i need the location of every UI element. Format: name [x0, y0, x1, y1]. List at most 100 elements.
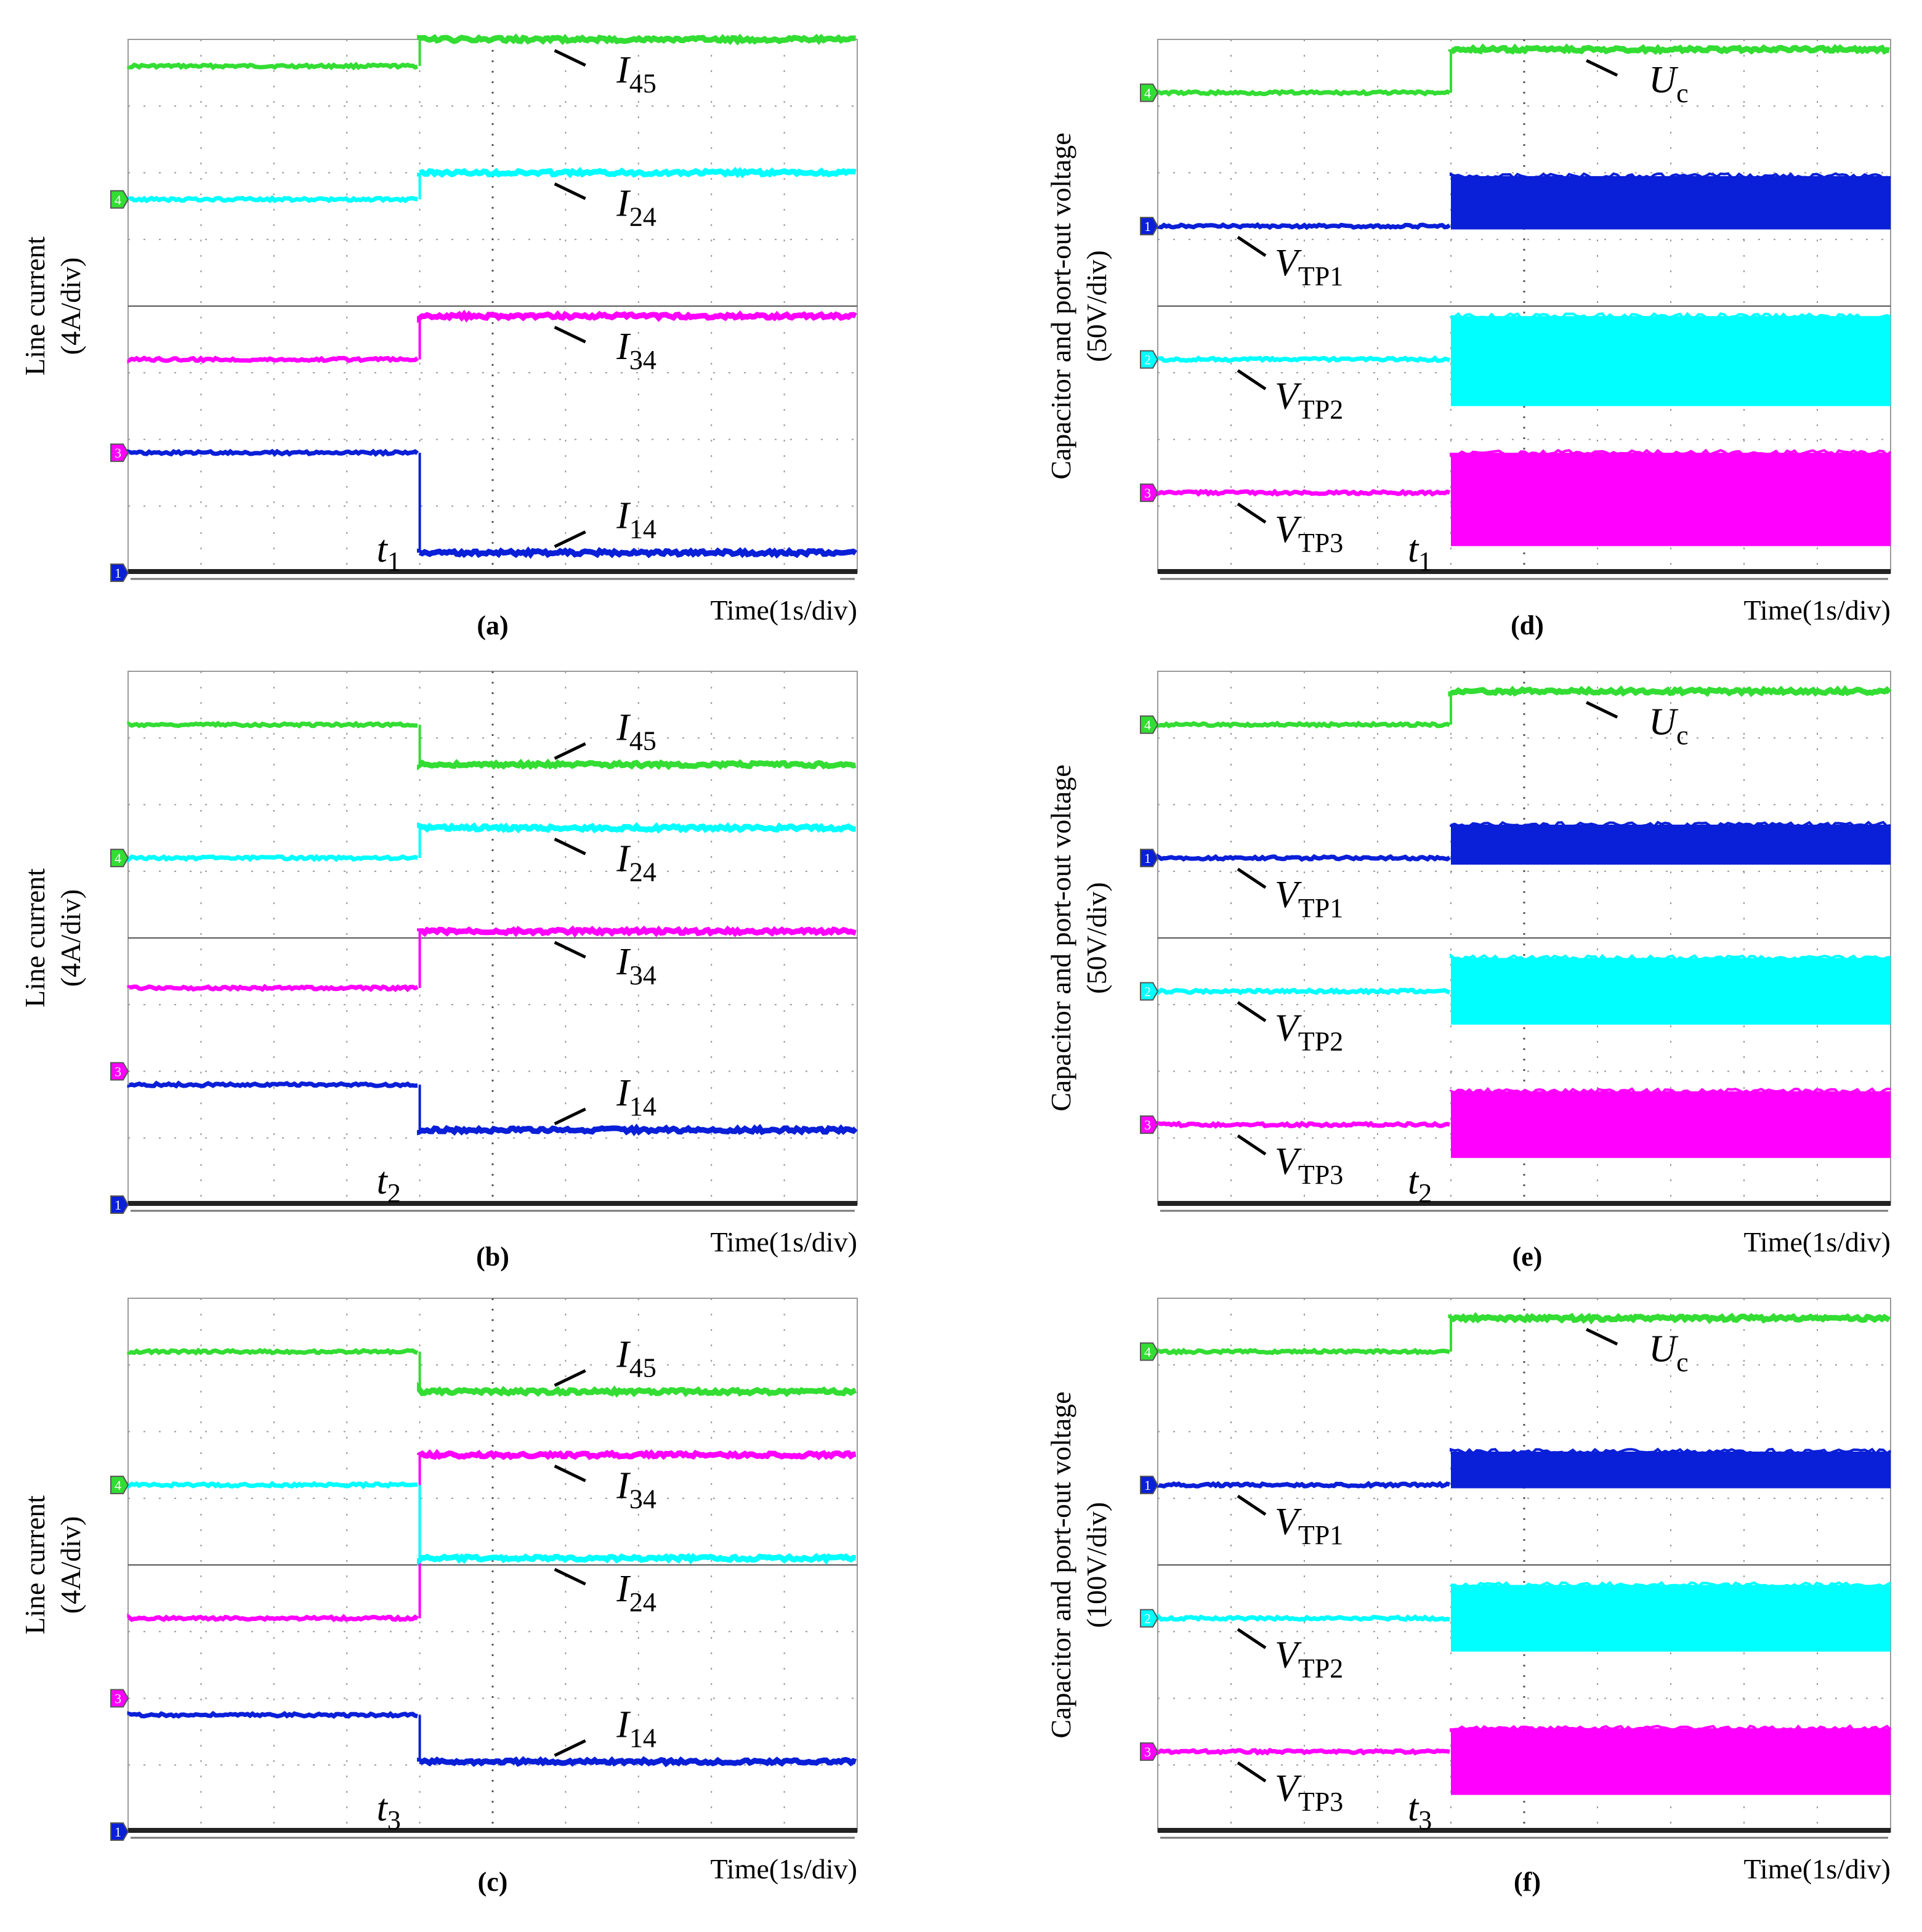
channel-marker-number: 3: [115, 1064, 121, 1080]
trace-I45-before: [127, 62, 418, 71]
channel-marker-number: 1: [115, 1197, 121, 1213]
event-label: t2: [377, 1160, 401, 1208]
channel-marker: 3: [1140, 483, 1159, 503]
channel-marker-number: 1: [115, 565, 121, 581]
event-label: t1: [377, 528, 401, 576]
panel-caption: (f): [1514, 1867, 1541, 1897]
trace-I24-after: [417, 822, 856, 834]
y-axis-unit: (50V/div): [1081, 250, 1112, 362]
trace-I45-before: [127, 721, 418, 729]
label-arrow: [1237, 503, 1267, 524]
trace-label-I24: I24: [616, 183, 656, 232]
trace-label-Uc: Uc: [1649, 59, 1688, 108]
trace-I14-after: [417, 1756, 857, 1768]
trace-label-I14: I14: [616, 1072, 656, 1122]
channel-marker: 3: [110, 1062, 129, 1081]
trace-VTP3-band-edge: [1450, 448, 1892, 457]
channel-marker-number: 4: [1144, 1344, 1151, 1360]
trace-VTP1-band: [1451, 824, 1891, 865]
trace-VTP2-band: [1451, 316, 1891, 406]
panel-caption: (a): [477, 610, 508, 641]
channel-marker-number: 4: [115, 851, 121, 866]
label-arrow: [554, 182, 586, 200]
channel-marker-number: 4: [115, 1477, 121, 1493]
channel-marker: 3: [1140, 1742, 1159, 1761]
y-axis-label: Line current: [19, 236, 50, 376]
event-label: t2: [1408, 1160, 1432, 1208]
label-arrow: [1237, 369, 1267, 390]
label-arrow: [554, 1107, 586, 1126]
trace-I34-before: [127, 984, 419, 993]
trace-I34-before: [127, 1613, 419, 1623]
trace-VTP1-before: [1157, 222, 1451, 230]
time-bar: [1158, 1828, 1891, 1833]
channel-marker: 1: [1140, 217, 1159, 236]
label-arrow: [1237, 1628, 1267, 1649]
channel-marker-shape: [1140, 982, 1159, 1001]
channel-marker-shape: [110, 1062, 129, 1081]
trace-VTP1-band: [1451, 1451, 1891, 1489]
label-arrow: [554, 1369, 586, 1387]
x-axis-label: Time(1s/div): [710, 594, 857, 626]
trace-I34-after: [417, 925, 857, 938]
channel-marker-shape: [110, 564, 129, 582]
trace-I24-before: [127, 1481, 418, 1490]
label-arrow: [554, 325, 586, 344]
trace-VTP2-band: [1451, 958, 1891, 1025]
trace-label-I14: I14: [616, 1704, 656, 1753]
trace-I14-after: [417, 546, 858, 559]
trace-label-VTP3: VTP3: [1275, 509, 1343, 558]
label-arrow: [554, 1567, 586, 1586]
channel-marker: 1: [110, 1822, 129, 1841]
label-arrow: [554, 838, 586, 855]
trace-label-I34: I34: [616, 326, 656, 375]
trace-label-I14: I14: [616, 495, 656, 544]
channel-marker: 3: [110, 1689, 129, 1708]
channel-marker: 1: [110, 564, 129, 582]
trace-I45-after: [417, 33, 856, 46]
trace-I14-before: [127, 1080, 418, 1089]
channel-marker-shape: [1140, 483, 1159, 503]
channel-marker-shape: [110, 443, 129, 463]
panel-caption: (e): [1512, 1242, 1543, 1272]
trace-VTP3-band: [1451, 1091, 1891, 1158]
trace-label-VTP1: VTP1: [1275, 1501, 1343, 1550]
channel-marker: 2: [1140, 350, 1159, 369]
trace-label-VTP1: VTP1: [1275, 242, 1343, 291]
label-arrow: [554, 49, 586, 67]
x-axis-label: Time(1s/div): [1743, 1226, 1891, 1258]
trace-VTP3-before: [1157, 1747, 1450, 1756]
channel-marker-number: 3: [1144, 1117, 1151, 1133]
trace-label-VTP2: VTP2: [1275, 1635, 1343, 1684]
trace-VTP2-before: [1157, 355, 1451, 363]
x-axis-label: Time(1s/div): [710, 1226, 857, 1258]
trace-label-I24: I24: [616, 1568, 656, 1617]
label-arrow: [1237, 868, 1267, 889]
x-axis-label: Time(1s/div): [1743, 1853, 1891, 1885]
channel-marker-number: 3: [115, 445, 121, 461]
time-bar: [128, 569, 857, 574]
trace-I45-after: [417, 758, 857, 771]
label-arrow: [1237, 1761, 1267, 1783]
trace-Uc-before: [1157, 89, 1451, 97]
time-bar: [1158, 569, 1891, 574]
channel-marker: 1: [1140, 849, 1159, 868]
event-label: t3: [377, 1787, 401, 1835]
channel-marker: 4: [110, 190, 129, 209]
label-arrow: [554, 1739, 586, 1757]
trace-label-Uc: Uc: [1649, 1328, 1688, 1377]
channel-marker-number: 1: [1144, 1477, 1151, 1493]
label-arrow: [554, 940, 586, 959]
trace-label-I24: I24: [616, 838, 656, 887]
channel-marker-shape: [110, 1476, 129, 1495]
label-arrow: [554, 530, 586, 548]
y-axis-unit: (4A/div): [55, 1516, 86, 1614]
y-axis-unit: (4A/div): [55, 889, 86, 987]
trace-VTP3-band-edge: [1450, 1087, 1891, 1096]
y-axis-unit: (50V/div): [1081, 882, 1112, 993]
trace-VTP1-band-edge: [1450, 1447, 1892, 1456]
channel-marker-number: 3: [1144, 485, 1151, 501]
panel-e: Uc VTP1 VTP2 VTP3 4 1 2 3 t2 Time(1s/div) Capacito…: [1045, 671, 1892, 1272]
label-arrow: [1237, 236, 1267, 257]
